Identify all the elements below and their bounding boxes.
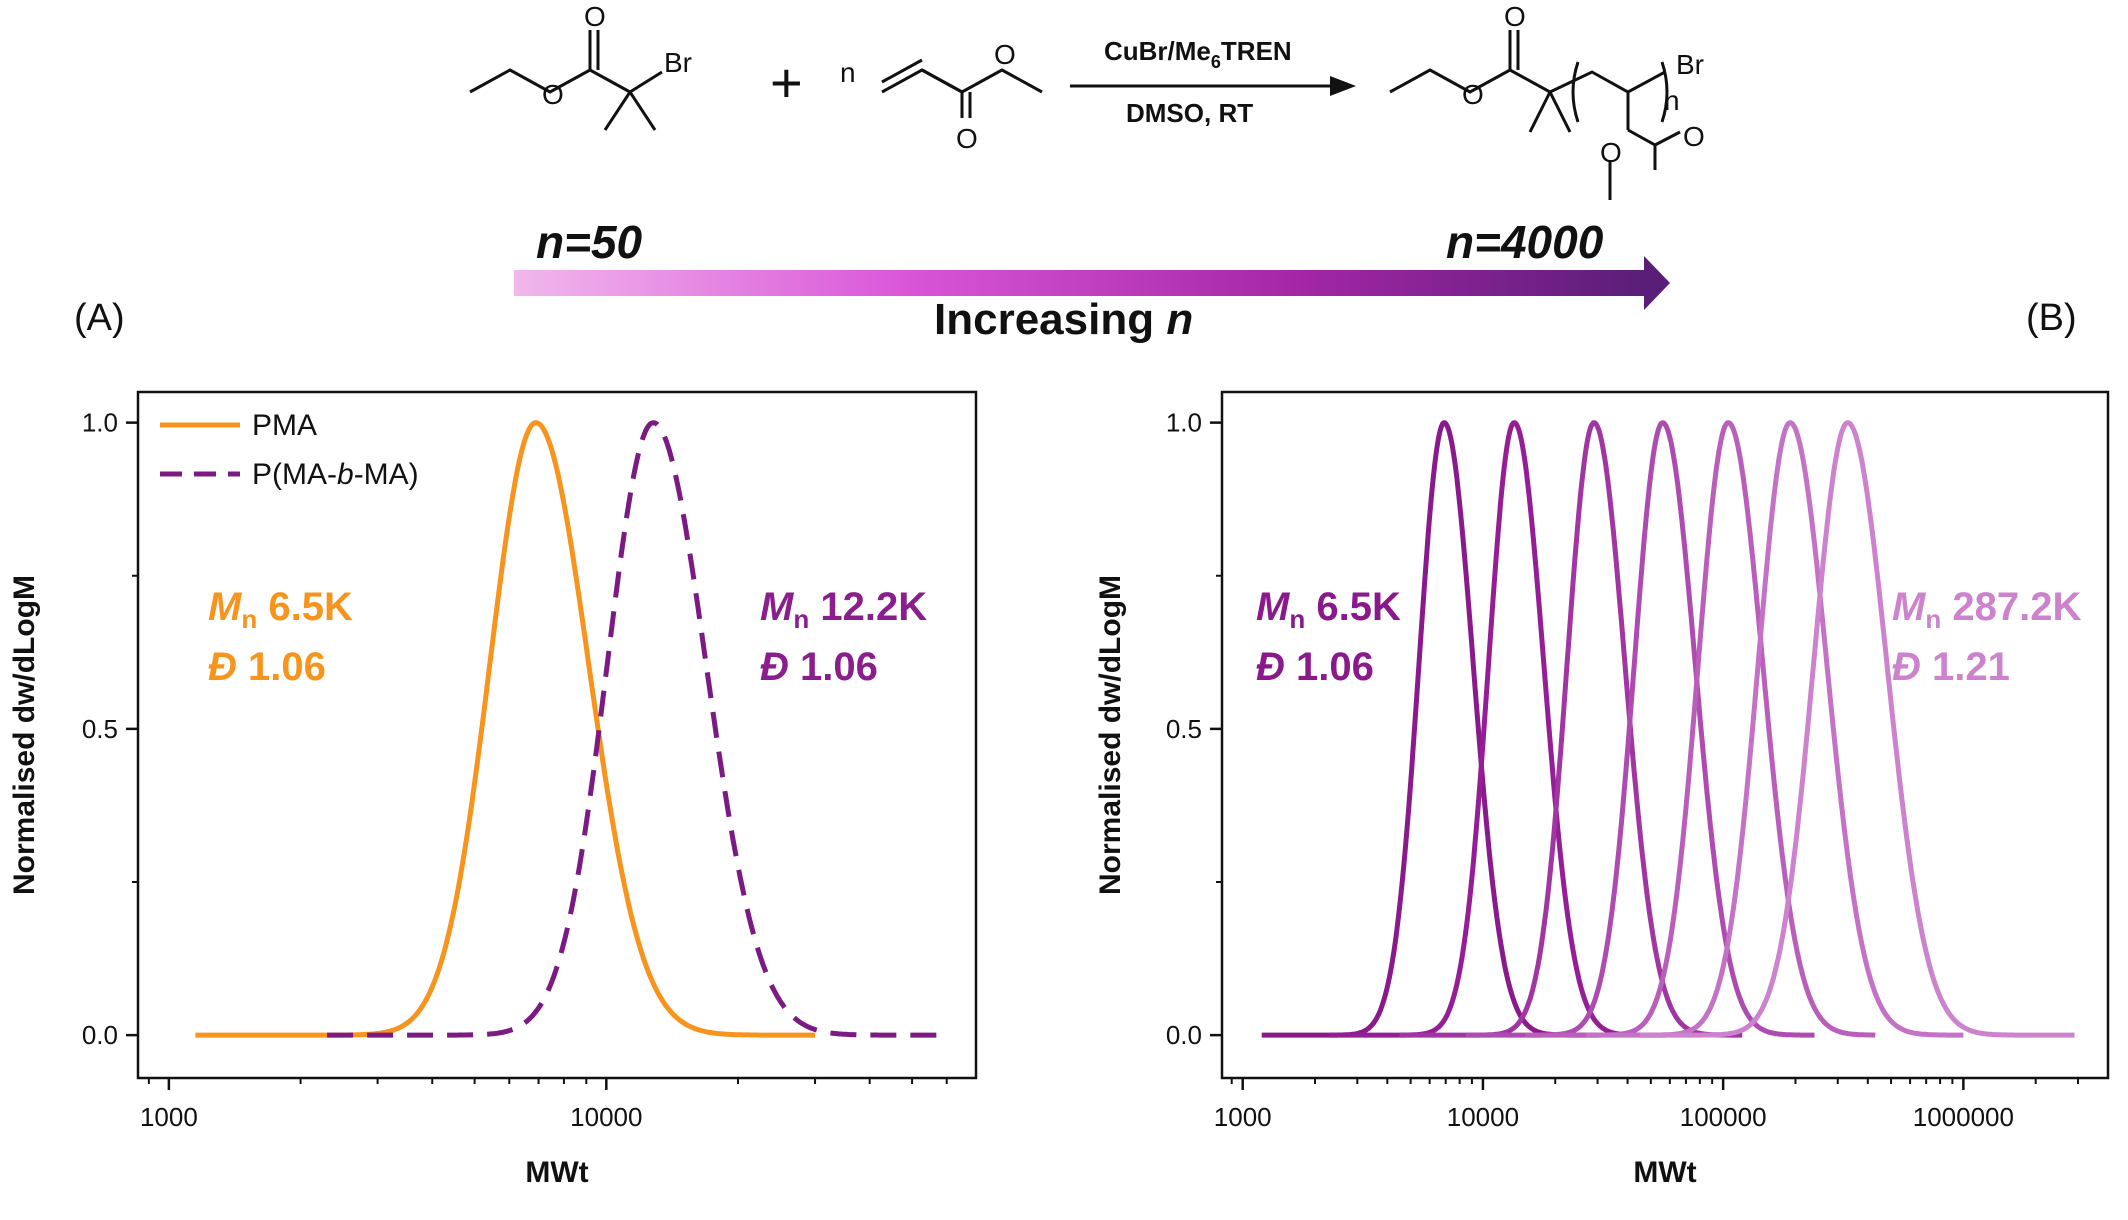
chart-panel-a: 1000 10000 0.0 0.5 1.0 MWt Normalised dw/dLo… (8, 390, 978, 1189)
product-side-o1: O (1683, 121, 1705, 152)
x-axis-label-b: MWt (1633, 1156, 1696, 1189)
svg-text:Đ 1.21: Đ 1.21 (1892, 645, 2010, 689)
monomer-carbonyl-o: O (956, 123, 978, 154)
annotation-b-first: Mn 6.5K Đ 1.06 (1256, 585, 1401, 689)
svg-text:Mn 287.2K: Mn 287.2K (1892, 585, 2081, 634)
x-tick-label: 1000000 (1913, 1102, 2014, 1132)
axes-a: 1000 10000 0.0 0.5 1.0 (82, 408, 948, 1132)
bromide-skeleton (469, 68, 631, 94)
reaction-arrow (1070, 76, 1356, 96)
y-tick-label: 1.0 (1166, 408, 1202, 438)
arrow-end-label: n=4000 (1446, 216, 1604, 268)
x-tick-label: 10000 (1447, 1102, 1519, 1132)
monomer-skeleton (881, 68, 963, 94)
y-axis-label-a: Normalised dw/dLogM (8, 575, 41, 895)
legend-a: PMA P(MA-b-MA) (160, 409, 419, 491)
product-side-o2: O (1600, 137, 1622, 168)
y-tick-label: 0.0 (82, 1020, 118, 1050)
panel-label-b: (B) (2026, 297, 2077, 339)
svg-text:Đ 1.06: Đ 1.06 (1256, 645, 1374, 689)
series-line-b-3 (1398, 420, 1744, 1038)
conditions-label: DMSO, RT (1126, 98, 1253, 128)
series-line-b-6 (1585, 420, 1965, 1038)
svg-text:Mn 6.5K: Mn 6.5K (208, 585, 353, 634)
product-ester-o: O (1462, 79, 1484, 110)
x-axis-label-a: MWt (525, 1156, 588, 1189)
svg-text:Đ 1.06: Đ 1.06 (208, 645, 326, 689)
series-line-a-1 (195, 420, 816, 1038)
product-skeleton (1389, 68, 1551, 94)
y-tick-label: 1.0 (82, 408, 118, 438)
monomer-n: n (840, 57, 856, 88)
series-line-b-5 (1524, 420, 1877, 1038)
panel-label-a: (A) (74, 297, 125, 339)
arrow-start-label: n=50 (536, 216, 643, 268)
plot-frame-b (1220, 390, 2110, 1080)
x-tick-label: 100000 (1680, 1102, 1767, 1132)
product-n: n (1664, 85, 1680, 116)
x-tick-label: 1000 (1214, 1102, 1272, 1132)
legend-label-pmabma: P(MA-b-MA) (252, 458, 419, 491)
annotation-b-last: Mn 287.2K Đ 1.21 (1892, 585, 2081, 689)
plot-frame-a (136, 390, 978, 1080)
series-line-b-7 (1639, 420, 2076, 1038)
series-group-b (1260, 420, 2076, 1038)
y-axis-label-b: Normalised dw/dLogM (1094, 575, 1127, 895)
bromide-ester-o: O (542, 79, 564, 110)
legend-label-pma: PMA (252, 409, 317, 442)
axes-b: 1000 10000 100000 1000000 0.0 0.5 1.0 (1166, 408, 2079, 1132)
product-carbonyl-o: O (1504, 1, 1526, 32)
series-line-b-2 (1328, 420, 1668, 1038)
series-line-a-2 (327, 420, 941, 1038)
chart-panel-b: 1000 10000 100000 1000000 0.0 0.5 1.0 MWt Norm… (1094, 390, 2110, 1189)
series-line-b-4 (1464, 420, 1816, 1038)
svg-text:Mn 12.2K: Mn 12.2K (760, 585, 927, 634)
y-tick-label: 0.5 (1166, 714, 1202, 744)
reaction-scheme (469, 30, 1681, 200)
product-br: Br (1676, 49, 1704, 80)
plus-sign: + (770, 51, 803, 114)
y-tick-label: 0.0 (1166, 1020, 1202, 1050)
y-tick-label: 0.5 (82, 714, 118, 744)
bromide-br: Br (664, 47, 692, 78)
increasing-n-arrow (514, 256, 1670, 310)
catalyst-label: CuBr/Me6TREN (1104, 36, 1292, 72)
svg-text:Đ 1.06: Đ 1.06 (760, 645, 878, 689)
series-group-a (195, 420, 941, 1038)
x-tick-label: 1000 (140, 1102, 198, 1132)
svg-text:Mn 6.5K: Mn 6.5K (1256, 585, 1401, 634)
annotation-a-pmabma: Mn 12.2K Đ 1.06 (760, 585, 927, 689)
scheme-atoms: O O Br + n O O O O Br n O O (542, 1, 1705, 168)
monomer-ester-o: O (994, 39, 1016, 70)
bromide-carbonyl-o: O (584, 1, 606, 32)
arrow-caption: Increasing n (934, 295, 1193, 344)
x-tick-label: 10000 (570, 1102, 642, 1132)
annotation-a-pma: Mn 6.5K Đ 1.06 (208, 585, 353, 689)
